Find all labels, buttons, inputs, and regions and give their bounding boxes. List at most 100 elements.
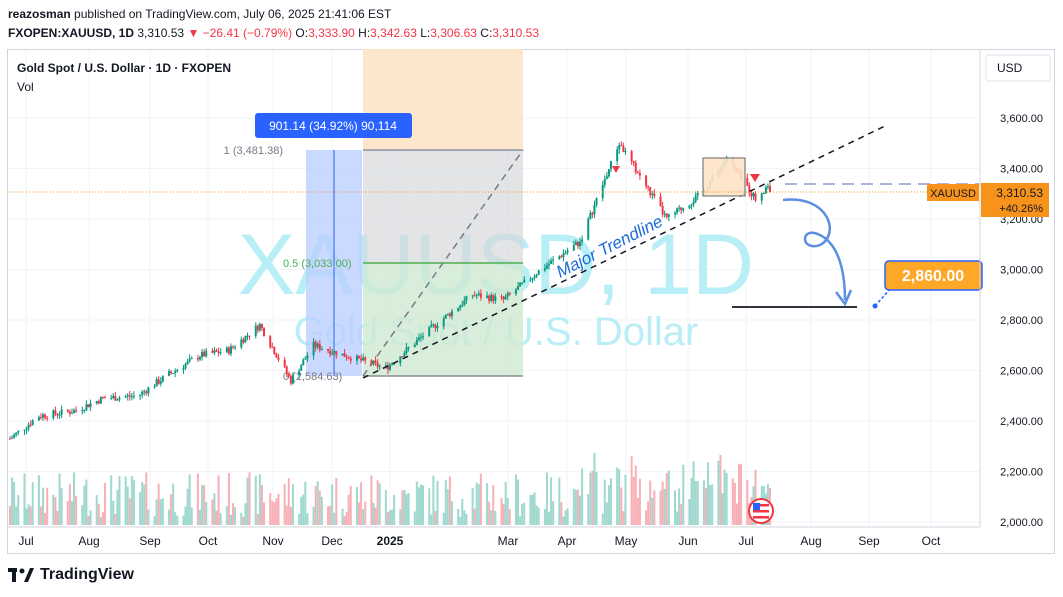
tradingview-brand[interactable]: TradingView bbox=[8, 566, 134, 584]
fib-upper-zone bbox=[363, 150, 523, 263]
down-triangle-icon: ▼ bbox=[187, 26, 200, 40]
candle-body bbox=[653, 193, 656, 197]
flag-stripe bbox=[753, 516, 769, 519]
volume-bar bbox=[240, 512, 243, 525]
volume-bar bbox=[725, 473, 728, 525]
candle-body bbox=[124, 396, 127, 398]
candle-body bbox=[87, 404, 90, 408]
volume-bar bbox=[101, 512, 104, 525]
volume-bar bbox=[289, 506, 292, 525]
volume-bar bbox=[572, 488, 575, 525]
candle-body bbox=[58, 414, 61, 416]
volume-bar bbox=[116, 489, 119, 525]
candle-body bbox=[576, 242, 579, 246]
consolidation-box[interactable] bbox=[702, 157, 746, 197]
volume-bar bbox=[393, 495, 396, 525]
volume-bar bbox=[275, 498, 278, 525]
volume-bar bbox=[415, 481, 418, 525]
curved-arrow[interactable] bbox=[782, 198, 847, 301]
target-label-box[interactable] bbox=[884, 260, 983, 291]
candle-body bbox=[349, 358, 352, 361]
candle-body bbox=[318, 343, 321, 350]
volume-bar bbox=[23, 473, 26, 525]
candle-body bbox=[277, 357, 280, 360]
volume-bar bbox=[601, 513, 604, 525]
volume-bar bbox=[624, 474, 627, 525]
volume-bar bbox=[362, 509, 365, 525]
candle-body bbox=[271, 346, 274, 348]
candle-body bbox=[345, 356, 348, 359]
candle-body bbox=[205, 350, 208, 357]
target-anchor-dot bbox=[872, 303, 878, 309]
candle-body bbox=[696, 193, 699, 196]
volume-bar bbox=[234, 507, 237, 525]
volume-bar bbox=[56, 511, 59, 525]
volume-bar bbox=[471, 488, 474, 525]
candle-body bbox=[762, 193, 765, 195]
volume-bar bbox=[153, 516, 156, 525]
volume-bar bbox=[141, 481, 144, 525]
volume-bar bbox=[15, 506, 18, 525]
candle-body bbox=[95, 401, 98, 404]
volume-bar bbox=[17, 495, 20, 525]
volume-bar bbox=[636, 497, 639, 525]
candle-body bbox=[31, 420, 34, 425]
candle-body bbox=[27, 424, 30, 429]
candle-body bbox=[389, 364, 391, 370]
volume-bar bbox=[229, 514, 232, 525]
currency-button[interactable] bbox=[985, 54, 1051, 82]
candle-body bbox=[463, 300, 466, 306]
candle-body bbox=[211, 350, 214, 353]
volume-bar bbox=[157, 483, 160, 525]
candle-body bbox=[471, 295, 474, 297]
candle-body bbox=[769, 186, 771, 193]
down-marker-icon bbox=[612, 166, 620, 173]
volume-bar bbox=[434, 510, 437, 525]
candle-body bbox=[145, 391, 148, 394]
volume-bar bbox=[607, 485, 610, 525]
volume-bar bbox=[128, 498, 131, 525]
candle-body bbox=[674, 212, 676, 215]
volume-bar bbox=[399, 509, 402, 525]
volume-bar bbox=[746, 480, 749, 525]
volume-bar bbox=[213, 493, 216, 525]
candle-body bbox=[260, 324, 263, 329]
candle-body bbox=[384, 365, 387, 367]
candle-body bbox=[523, 279, 526, 283]
measure-label-box bbox=[255, 113, 412, 138]
volume-bar bbox=[450, 501, 453, 525]
candle-body bbox=[537, 270, 540, 275]
candle-body bbox=[378, 365, 381, 367]
candle-body bbox=[638, 173, 641, 176]
volume-bar bbox=[199, 509, 201, 525]
candle-body bbox=[386, 365, 389, 370]
candle-body bbox=[444, 314, 447, 319]
candle-body bbox=[430, 324, 433, 327]
volume-bar bbox=[649, 480, 652, 525]
volume-bar bbox=[723, 469, 726, 525]
volume-bar bbox=[591, 470, 594, 525]
volume-bar bbox=[665, 473, 668, 525]
candle-body bbox=[647, 186, 650, 188]
candle-body bbox=[188, 358, 191, 362]
candle-body bbox=[75, 410, 78, 412]
fib-05-label: 0.5 (3,033.00) bbox=[283, 258, 352, 270]
candle-body bbox=[13, 434, 16, 438]
candle-body bbox=[403, 353, 406, 357]
volume-bar bbox=[372, 502, 375, 525]
volume-bar bbox=[618, 469, 621, 525]
time-tick-label: 2025 bbox=[377, 534, 404, 548]
last-price: 3,310.53 bbox=[137, 26, 185, 40]
candle-body bbox=[327, 349, 330, 351]
price-tick-label: 3,400.00 bbox=[1000, 164, 1043, 176]
candle-body bbox=[83, 409, 86, 411]
volume-bar bbox=[227, 473, 230, 525]
major-trendline[interactable] bbox=[362, 125, 886, 379]
volume-bar bbox=[446, 489, 449, 525]
candle-body bbox=[314, 341, 317, 348]
candle-body bbox=[676, 208, 679, 213]
time-tick-label: Aug bbox=[78, 534, 99, 548]
volume-bar bbox=[345, 511, 348, 525]
volume-bar bbox=[488, 501, 491, 525]
